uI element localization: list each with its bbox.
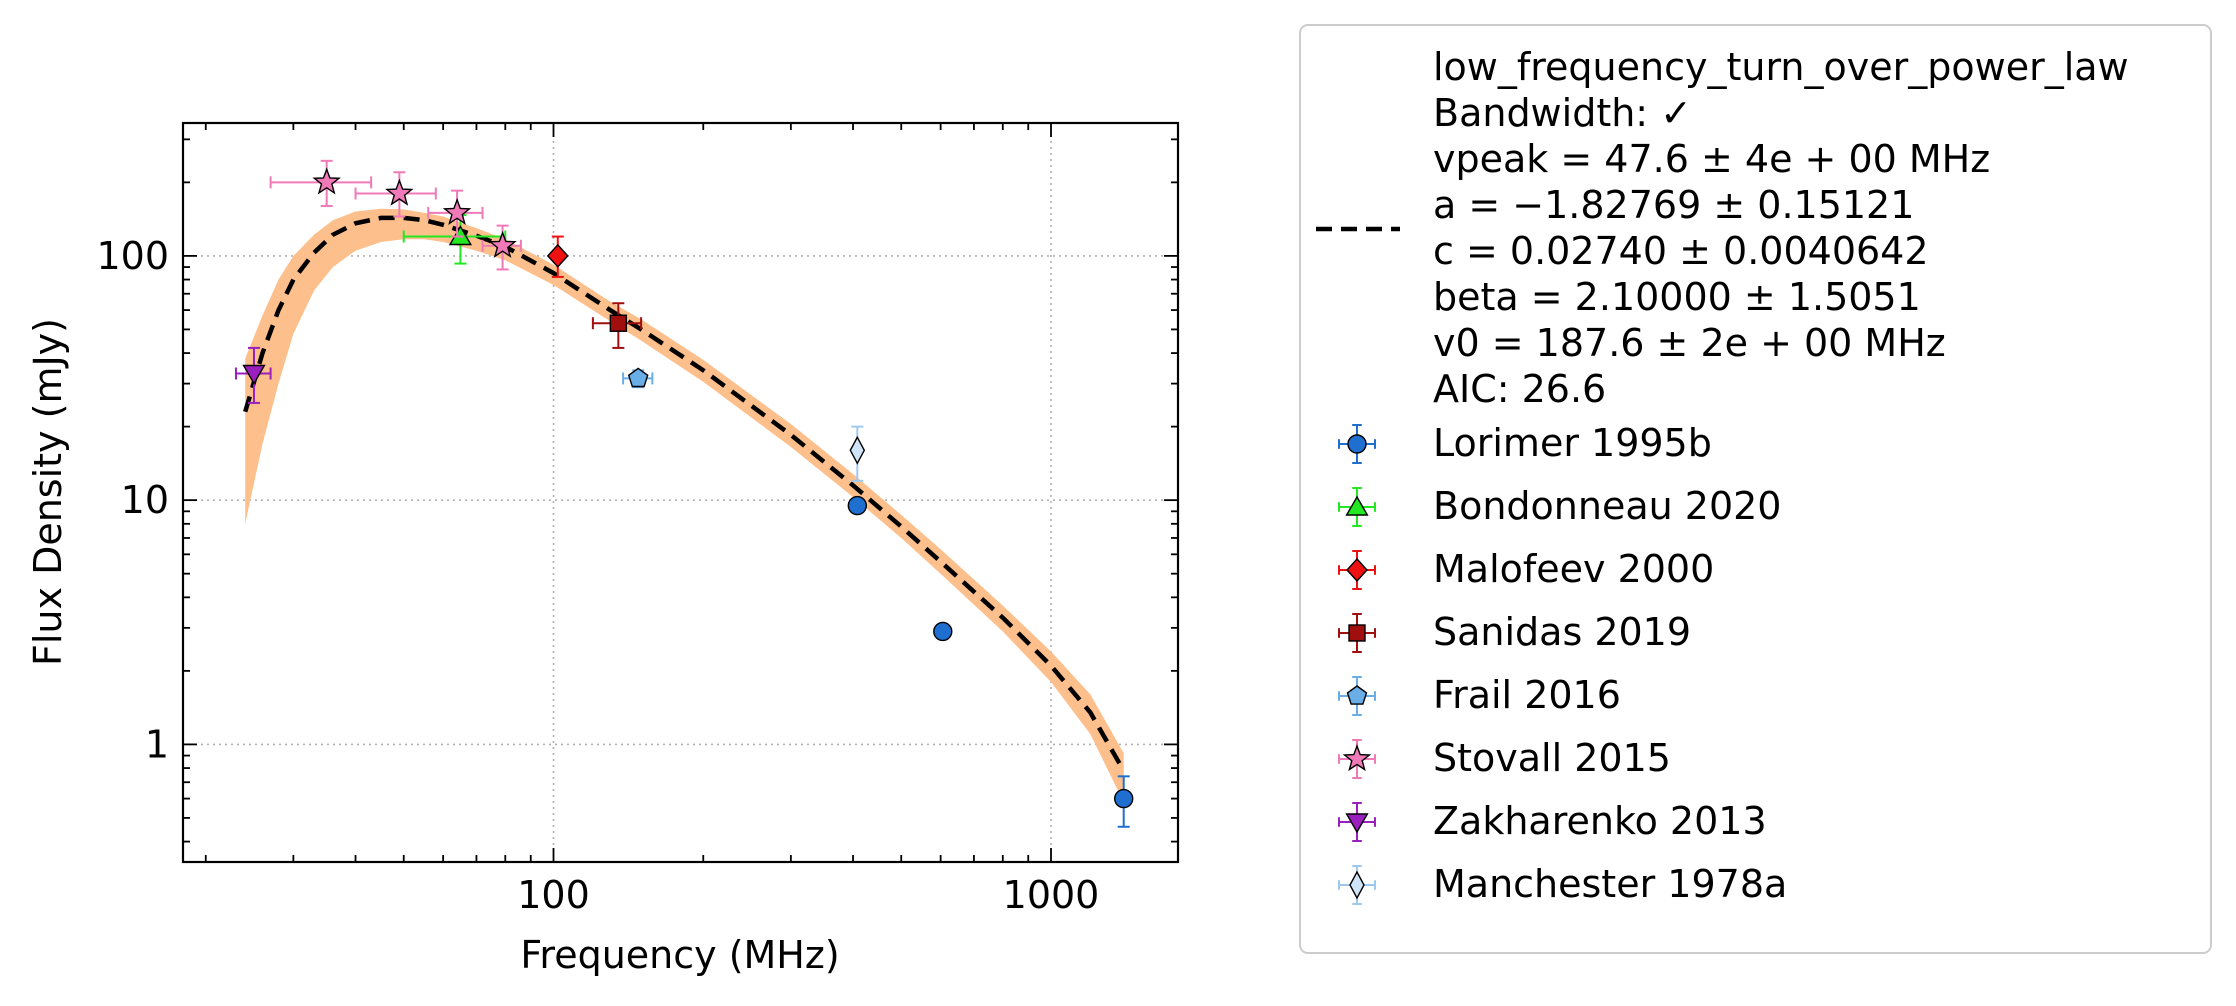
- data-point: [849, 435, 866, 465]
- data-points: [234, 159, 1134, 828]
- data-point: [242, 364, 266, 385]
- grid-lines: [183, 123, 1178, 862]
- legend-label: Malofeev 2000: [1433, 547, 1714, 591]
- data-point: [312, 167, 341, 195]
- data-point: [933, 621, 953, 642]
- series-stovall-2015: [269, 159, 522, 271]
- legend-entry: Manchester 1978a: [1338, 862, 1787, 906]
- legend-entry: Stovall 2015: [1338, 736, 1671, 780]
- plot-frame: [181, 121, 1180, 864]
- y-tick-label: 1: [145, 722, 169, 766]
- x-tick-label: 1000: [1003, 873, 1100, 917]
- legend-box: [1299, 24, 2212, 954]
- legend: low_frequency_turn_over_power_lawBandwid…: [1299, 24, 2212, 954]
- legend-label: Bondonneau 2020: [1433, 484, 1781, 528]
- legend-entry: Frail 2016: [1338, 673, 1621, 717]
- axis-ticks: 100 1000 1 10 100: [96, 123, 1178, 917]
- legend-marker: [1349, 870, 1365, 900]
- data-point: [546, 243, 569, 268]
- legend-entry: Malofeev 2000: [1338, 547, 1714, 591]
- data-point: [385, 178, 414, 206]
- legend-entry: Sanidas 2019: [1338, 610, 1691, 654]
- legend-label: Manchester 1978a: [1433, 862, 1787, 906]
- x-tick-label: 100: [517, 873, 590, 917]
- legend-marker: [1348, 624, 1366, 642]
- legend-entry: Zakharenko 2013: [1338, 799, 1767, 843]
- data-point: [627, 367, 649, 388]
- legend-marker: [1345, 813, 1369, 834]
- legend-fit-param: v0 = 187.6 ± 2e + 00 MHz: [1433, 321, 1946, 365]
- legend-fit-param: Bandwidth: ✓: [1433, 91, 1692, 135]
- legend-fit-param: beta = 2.10000 ± 1.5051: [1433, 275, 1921, 319]
- legend-label: Sanidas 2019: [1433, 610, 1691, 654]
- y-tick-label: 100: [96, 234, 169, 278]
- series-manchester-1978a: [849, 425, 866, 482]
- series-bondonneau-2020: [402, 214, 507, 265]
- legend-fit-param: vpeak = 47.6 ± 4e + 00 MHz: [1433, 137, 1990, 181]
- legend-label: Lorimer 1995b: [1433, 421, 1712, 465]
- y-axis-label: Flux Density (mJy): [26, 318, 70, 666]
- legend-fit-param: AIC: 26.6: [1433, 367, 1606, 411]
- legend-marker: [1346, 685, 1368, 705]
- series-malofeev-2000: [546, 235, 569, 278]
- legend-marker: [1347, 434, 1367, 454]
- legend-label: Stovall 2015: [1433, 736, 1671, 780]
- legend-entry: Bondonneau 2020: [1338, 484, 1781, 528]
- legend-marker: [1342, 743, 1372, 772]
- series-sanidas-2019: [591, 302, 643, 349]
- legend-marker: [1346, 557, 1368, 583]
- data-point: [488, 230, 517, 258]
- legend-entry: Lorimer 1995b: [1338, 421, 1712, 465]
- x-axis-label: Frequency (MHz): [520, 933, 839, 977]
- series-lorimer-1995b: [847, 495, 1134, 828]
- data-point: [1114, 788, 1134, 809]
- series-zakharenko-2013: [234, 346, 272, 404]
- series-frail-2016: [622, 367, 654, 389]
- data-point: [609, 314, 628, 332]
- data-point: [442, 197, 472, 226]
- legend-fit-param: a = −1.82769 ± 0.15121: [1433, 183, 1914, 227]
- legend-fit-name: low_frequency_turn_over_power_law: [1433, 45, 2129, 89]
- legend-label: Zakharenko 2013: [1433, 799, 1767, 843]
- y-tick-label: 10: [121, 478, 169, 522]
- legend-label: Frail 2016: [1433, 673, 1621, 717]
- data-point: [448, 225, 473, 246]
- legend-fit-param: c = 0.02740 ± 0.0040642: [1433, 229, 1929, 273]
- legend-marker: [1345, 495, 1369, 516]
- data-point: [847, 495, 868, 516]
